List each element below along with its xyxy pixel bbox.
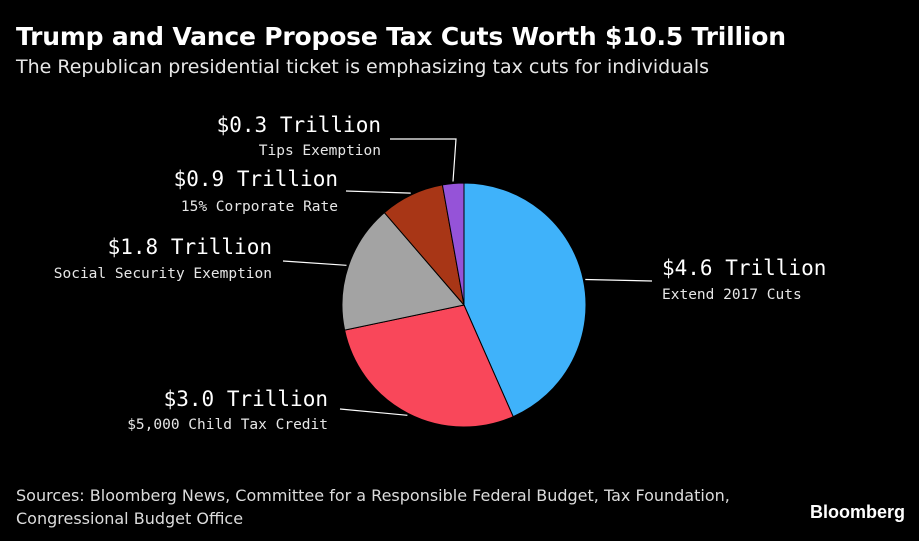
slice-value-label-2: $3.0 Trillion: [164, 387, 328, 411]
pie-slice-5: [441, 182, 465, 306]
slice-category-label-4: 15% Corporate Rate: [181, 199, 338, 215]
leader-line-4: [345, 190, 411, 194]
source-note: Sources: Bloomberg News, Committee for a…: [16, 486, 730, 528]
slice-category-label-1: Extend 2017 Cuts: [662, 287, 802, 303]
slice-category-label-2: $5,000 Child Tax Credit: [127, 417, 328, 433]
leader-line-3: [282, 260, 347, 266]
slice-value-label-4: $0.9 Trillion: [174, 167, 338, 191]
pie-slice-2: [344, 304, 514, 428]
slice-value-label-1: $4.6 Trillion: [662, 256, 826, 280]
slice-value-label-5: $0.3 Trillion: [217, 113, 381, 137]
chart-subtitle: The Republican presidential ticket is em…: [16, 56, 710, 78]
pie-slice-1: [463, 182, 587, 418]
chart-title: Trump and Vance Propose Tax Cuts Worth $…: [16, 22, 786, 51]
slice-category-label-3: Social Security Exemption: [54, 266, 272, 282]
leader-line-2: [339, 408, 408, 416]
pie-slice-3: [341, 211, 465, 331]
leader-line-1: [585, 278, 653, 282]
slice-category-label-5: Tips Exemption: [259, 143, 381, 159]
slice-value-label-3: $1.8 Trillion: [108, 235, 272, 259]
leader-line-5: [390, 138, 457, 182]
bloomberg-logo: Bloomberg: [809, 502, 905, 522]
